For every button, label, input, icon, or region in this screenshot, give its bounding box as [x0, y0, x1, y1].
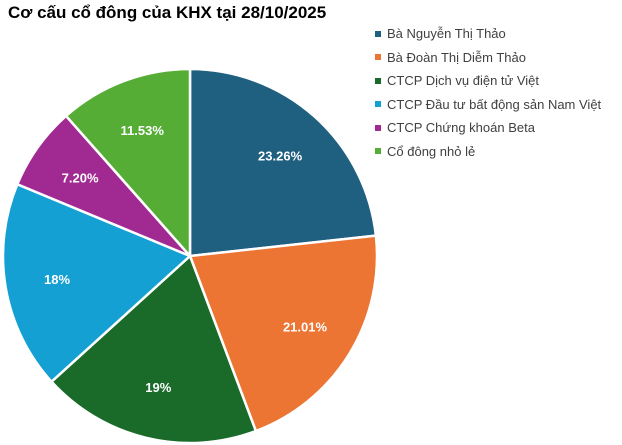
- data-label-ctcp-dau-tu-bat-dong-san-nam-viet: 18%: [44, 272, 70, 287]
- legend-label: Cổ đông nhỏ lẻ: [387, 143, 476, 159]
- data-label-co-dong-nho-le: 11.53%: [121, 123, 165, 138]
- legend-swatch: [375, 30, 381, 37]
- legend-label: Bà Nguyễn Thị Thảo: [387, 26, 506, 42]
- legend-swatch: [375, 124, 381, 131]
- data-label-ba-nguyen-thi-thao: 23.26%: [258, 149, 303, 164]
- legend-label: CTCP Dịch vụ điện tử Việt: [387, 73, 540, 89]
- pie-slice-ba-doan-thi-diem-thao: [188, 234, 379, 433]
- data-label-ba-doan-thi-diem-thao: 21.01%: [283, 320, 328, 335]
- pie-slice-ctcp-dich-vu-dien-tu-viet: [50, 254, 258, 445]
- legend-swatch: [375, 77, 381, 84]
- legend-item-ctcp-dich-vu-dien-tu-viet: CTCP Dịch vụ điện tử Việt: [375, 69, 601, 93]
- legend-item-ba-doan-thi-diem-thao: Bà Đoàn Thị Diễm Thảo: [375, 46, 601, 70]
- chart-title: Cơ cấu cổ đông của KHX tại 28/10/2025: [8, 3, 327, 22]
- legend-item-ctcp-dau-tu-bat-dong-san-nam-viet: CTCP Đầu tư bất động sản Nam Việt: [375, 93, 601, 117]
- legend-swatch: [375, 148, 381, 155]
- legend-item-ctcp-chung-khoan-beta: CTCP Chứng khoán Beta: [375, 116, 601, 140]
- chart-legend: Bà Nguyễn Thị Thảo Bà Đoàn Thị Diễm Thảo C…: [375, 22, 601, 163]
- legend-label: Bà Đoàn Thị Diễm Thảo: [387, 49, 526, 65]
- data-label-ctcp-chung-khoan-beta: 7.20%: [62, 171, 99, 186]
- legend-swatch: [375, 54, 381, 61]
- pie-slice-ba-nguyen-thi-thao: [188, 67, 378, 258]
- legend-item-ba-nguyen-thi-thao: Bà Nguyễn Thị Thảo: [375, 22, 601, 46]
- legend-swatch: [375, 101, 381, 108]
- legend-label: CTCP Đầu tư bất động sản Nam Việt: [387, 96, 602, 112]
- pie-slice-ctcp-dau-tu-bat-dong-san-nam-viet: [1, 182, 192, 383]
- data-label-ctcp-dich-vu-dien-tu-viet: 19%: [145, 380, 171, 395]
- pie-slice-co-dong-nho-le: [64, 67, 192, 258]
- legend-label: CTCP Chứng khoán Beta: [387, 120, 535, 136]
- legend-item-co-dong-nho-le: Cổ đông nhỏ lẻ: [375, 140, 601, 164]
